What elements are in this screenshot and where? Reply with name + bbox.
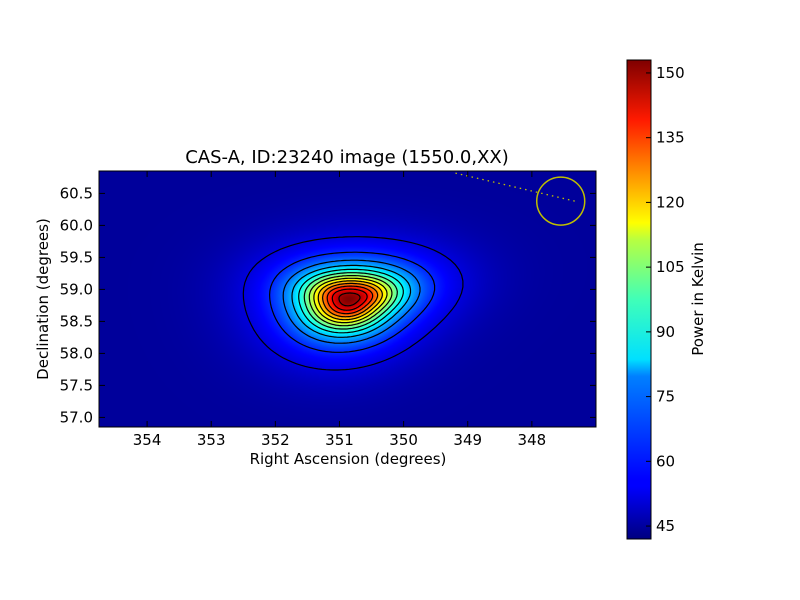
contour-line — [242, 236, 464, 371]
plot-frame — [98, 170, 597, 428]
x-axis-label: Right Ascension (degrees) — [250, 450, 447, 468]
contour-line — [338, 292, 361, 307]
x-tick-label: 350 — [389, 431, 418, 449]
colorbar-tick-label: 60 — [656, 452, 675, 470]
x-tick-label: 354 — [133, 431, 162, 449]
x-tick-label: 351 — [325, 431, 354, 449]
contour-line — [313, 277, 388, 324]
y-tick-label: 60.5 — [60, 184, 93, 202]
y-tick-label: 59.0 — [60, 280, 93, 298]
y-tick-label: 60.0 — [60, 216, 93, 234]
colorbar-label: Power in Kelvin — [689, 242, 707, 356]
y-tick-label: 57.0 — [60, 408, 93, 426]
y-tick-label: 58.0 — [60, 344, 93, 362]
heatmap-image — [99, 171, 596, 427]
colorbar-ticks: 45 60 75 90 105 120 135 150 — [646, 64, 685, 535]
contour-line — [321, 282, 379, 318]
plot-area — [99, 171, 596, 427]
x-tick-label: 349 — [453, 431, 482, 449]
contour-line — [282, 259, 421, 344]
contour-line — [317, 280, 383, 321]
y-tick-label: 59.5 — [60, 248, 93, 266]
colorbar-tick-label: 105 — [656, 258, 685, 276]
contour-line — [326, 285, 374, 315]
contour-lines — [242, 236, 464, 371]
x-tick-label: 353 — [197, 431, 226, 449]
y-axis-ticks: 57.0 57.5 58.0 58.5 59.0 59.5 60.0 60.5 — [60, 184, 596, 426]
beam-pointer-line — [454, 172, 575, 202]
beam-marker — [454, 172, 586, 226]
colorbar-tick-label: 120 — [656, 193, 685, 211]
y-tick-label: 57.5 — [60, 376, 93, 394]
colorbar-tick-label: 135 — [656, 129, 685, 147]
contour-line — [268, 251, 436, 353]
colorbar-tick-label: 75 — [656, 388, 675, 406]
contour-line — [331, 288, 368, 311]
contour-line — [308, 275, 393, 327]
beam-circle — [535, 176, 586, 226]
contour-line — [291, 264, 412, 338]
y-axis-label: Declination (degrees) — [34, 218, 52, 380]
chart-title: CAS-A, ID:23240 image (1550.0,XX) — [185, 147, 509, 168]
x-axis-ticks: 354 353 352 351 350 349 348 — [133, 171, 546, 449]
x-tick-label: 352 — [261, 431, 290, 449]
colorbar-gradient — [626, 59, 652, 540]
contour-line — [298, 268, 404, 334]
colorbar-tick-label: 150 — [656, 64, 685, 82]
colorbar-tick-label: 90 — [656, 323, 675, 341]
y-tick-label: 58.5 — [60, 312, 93, 330]
x-tick-label: 348 — [518, 431, 547, 449]
colorbar: 45 60 75 90 105 120 135 150 Power in Kelvin — [626, 59, 707, 540]
colorbar-tick-label: 45 — [656, 517, 675, 535]
contour-line — [303, 272, 398, 330]
